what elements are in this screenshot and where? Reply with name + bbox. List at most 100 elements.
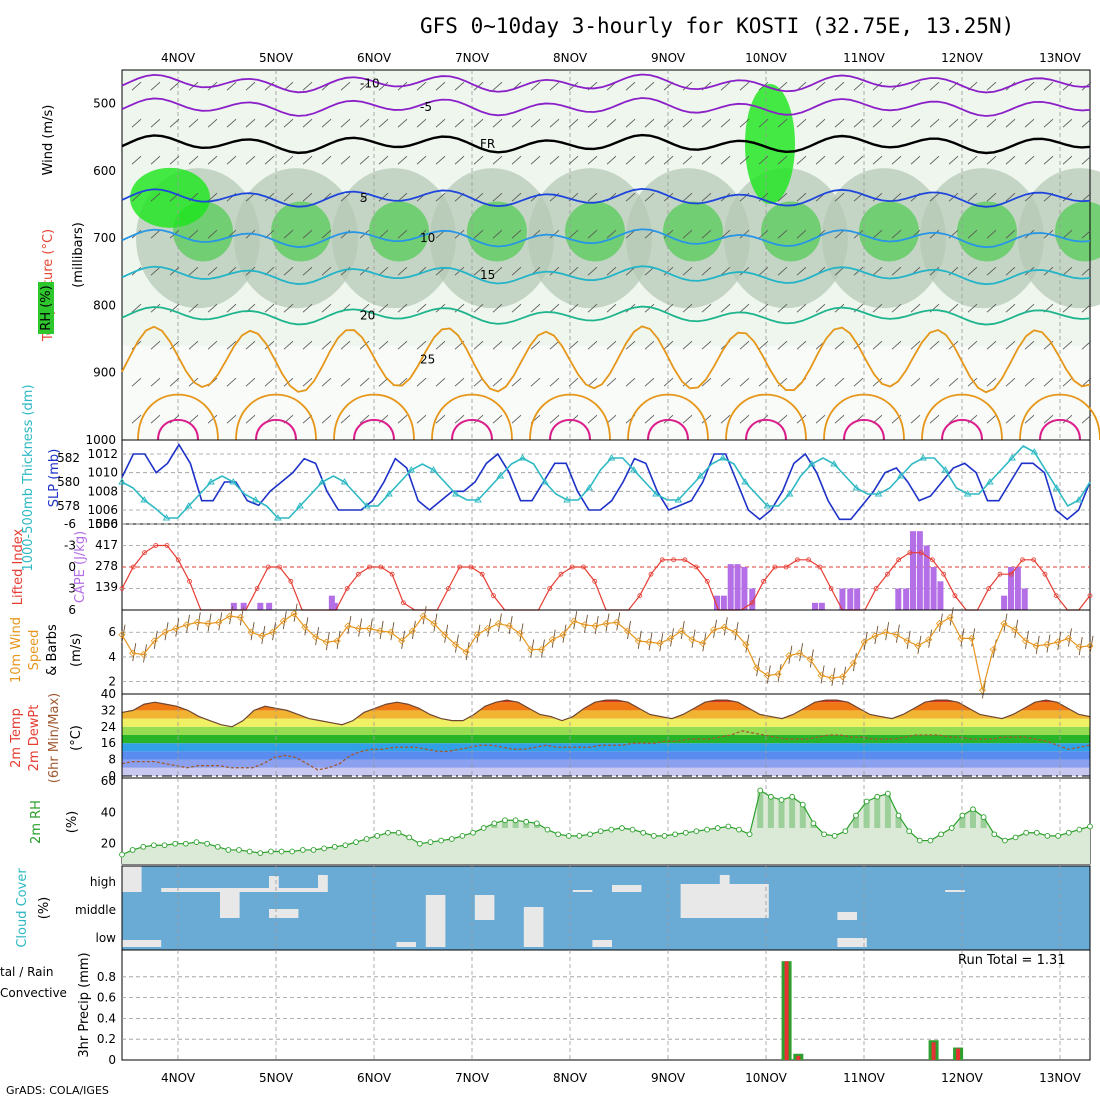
wind-barb [207, 155, 218, 165]
wind-barb [853, 303, 864, 313]
cloud-clear-block [161, 888, 318, 892]
rh-marker [193, 839, 200, 845]
date-label-bottom: 4NOV [161, 1071, 196, 1085]
wind-barb [397, 266, 408, 276]
wind-barb [568, 229, 579, 239]
wind-marker [645, 638, 653, 646]
rh-marker [885, 790, 891, 797]
li-marker [997, 571, 1003, 577]
wind-barb [568, 192, 579, 202]
li-marker [130, 564, 136, 570]
wind-barb [720, 266, 731, 276]
wind-barb [150, 340, 161, 350]
wind-barb [644, 303, 655, 313]
wind-marker [978, 686, 987, 694]
cape-bar [749, 588, 756, 610]
wind-marker [613, 618, 621, 626]
wind-barb [948, 118, 959, 128]
wind-barb [758, 155, 769, 165]
wind-barb [264, 303, 275, 313]
wind-marker [796, 649, 804, 657]
precip-conv-bar [784, 961, 789, 1060]
axis-label-total-rain: tal / Rain [0, 965, 53, 979]
wind-barb [207, 118, 218, 128]
wind-barb [986, 266, 997, 276]
isotherm-label: 25 [420, 352, 435, 366]
wind-barb [226, 414, 237, 424]
wind-barb [245, 155, 256, 165]
rh-marker [874, 793, 881, 800]
isotherm-30-loop [235, 393, 317, 441]
rh-marker [831, 833, 838, 839]
wind-barb [872, 303, 883, 313]
rh-marker [353, 839, 359, 845]
isotherm-35-loop [549, 418, 591, 441]
rh-marker [629, 826, 636, 833]
wind-barb [397, 229, 408, 239]
wind-barb [891, 229, 902, 239]
wind-barb [625, 81, 636, 91]
thickness-tick: 580 [57, 475, 80, 489]
rh-marker [299, 847, 306, 853]
wind-marker [161, 628, 169, 636]
wind-marker [688, 636, 696, 644]
rh-marker [416, 840, 423, 847]
wind-marker [1086, 642, 1094, 650]
wind-marker [1075, 643, 1083, 651]
precip-conv-bar [931, 1042, 936, 1060]
wind-barb [1005, 266, 1016, 276]
wind-barb [340, 340, 351, 350]
wind-barb [625, 155, 636, 165]
wind-barb [986, 81, 997, 91]
wind-barb [853, 155, 864, 165]
cape-bar [847, 588, 854, 610]
wind-barb [549, 229, 560, 239]
wind-barb [150, 377, 161, 387]
cloud-layer-label: low [96, 931, 117, 945]
rh-marker [991, 831, 998, 838]
wind-barb [663, 192, 674, 202]
wind-barb [397, 340, 408, 350]
isotherm-35-loop [451, 418, 493, 441]
isotherm-line [121, 265, 1091, 286]
rh-green-band [957, 201, 1017, 262]
cloud-clear-block [318, 875, 328, 892]
wind-barb [340, 377, 351, 387]
wind-barb [1005, 377, 1016, 387]
temp-band [122, 767, 1090, 776]
rh-marker [768, 793, 774, 800]
panel-frame [121, 949, 1091, 1061]
wind-marker [290, 610, 298, 618]
isotherm-35-loop [353, 418, 395, 441]
wind-barb [416, 303, 427, 313]
wind-marker [709, 626, 718, 634]
wind-barb [758, 340, 769, 350]
wind-barb [492, 266, 503, 276]
cape-bar [714, 595, 720, 610]
wind-barb [967, 192, 978, 202]
wind-barb [283, 303, 294, 313]
wind-marker [1032, 642, 1040, 650]
wind-marker [139, 650, 148, 659]
wind-barb [1081, 266, 1092, 276]
thickness-marker [1052, 484, 1061, 491]
wind-barb [340, 81, 351, 91]
wind-barb [587, 229, 598, 239]
axis-label-li: Lifted Index [11, 528, 26, 605]
wind-barb [739, 303, 750, 313]
wind-marker [914, 642, 922, 650]
wind-barb [967, 118, 978, 128]
wind-barb [131, 192, 142, 202]
wind-barb [701, 414, 712, 424]
wind-barb [169, 340, 180, 350]
wind-barb [283, 340, 294, 350]
wind-barb [207, 414, 218, 424]
wind-barb [397, 118, 408, 128]
wind-barb [929, 81, 940, 91]
wind-barb [568, 118, 579, 128]
rh-marker [363, 836, 370, 842]
wind-barb [1062, 229, 1073, 239]
thickness-marker [385, 490, 393, 497]
wind-marker [548, 636, 556, 644]
wind-marker [193, 618, 201, 626]
